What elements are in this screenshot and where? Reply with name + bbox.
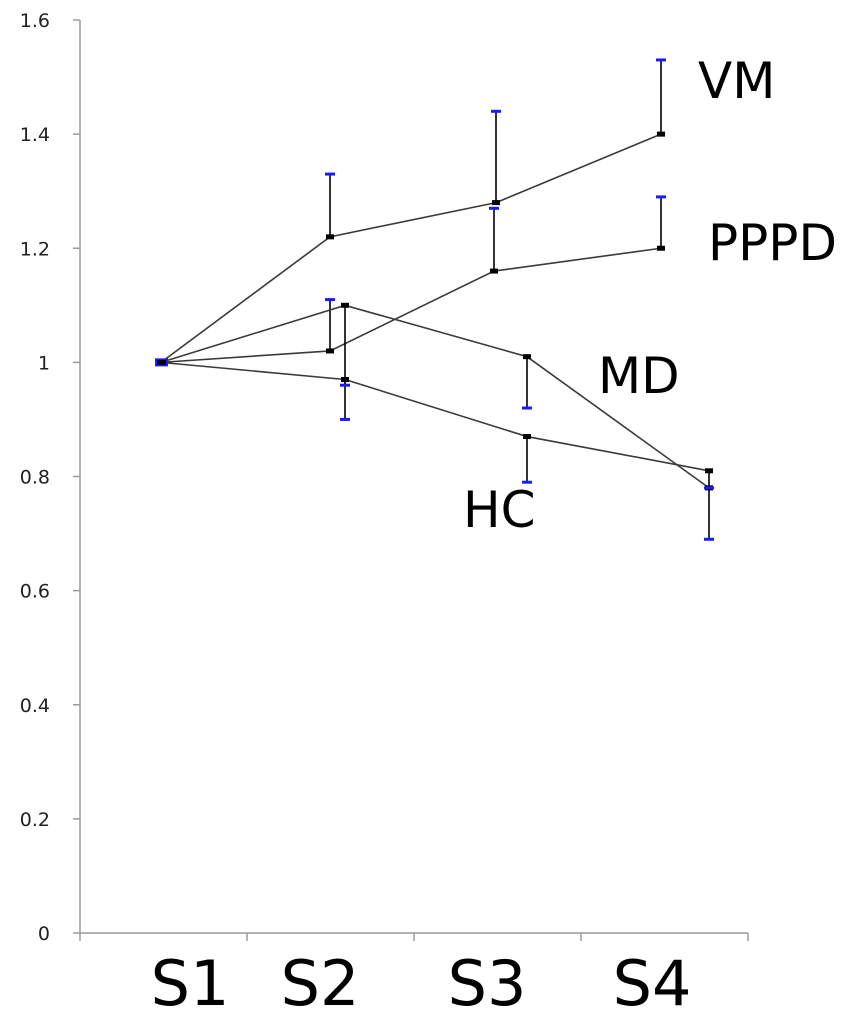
y-tick-label: 1	[38, 352, 50, 374]
series-label-vm: VM	[698, 52, 775, 110]
series-label-md: MD	[598, 347, 680, 405]
y-tick-label: 1.6	[20, 10, 50, 32]
y-tick-label: 0	[38, 923, 50, 945]
series-line	[160, 133, 662, 364]
chart-series	[155, 58, 714, 541]
y-tick-label: 0.8	[20, 467, 50, 489]
x-tick-label: S3	[448, 947, 527, 1013]
y-tick-label: 0.2	[20, 809, 50, 831]
x-tick-label: S4	[613, 947, 692, 1013]
chart-labels: VM PPPD MD HC	[463, 52, 837, 539]
series-md	[157, 302, 714, 541]
series-label-pppd: PPPD	[708, 214, 837, 272]
series-line	[160, 304, 710, 489]
series-label-hc: HC	[463, 481, 536, 539]
chart-axes: 0 0.2 0.4 0.6 0.8 1 1.2 1.4 1.6 S1 S2 S3 S4	[20, 10, 749, 1013]
y-tick-label: 1.2	[20, 238, 50, 260]
series-line	[160, 247, 662, 364]
series-line	[160, 361, 710, 472]
y-tick-label: 0.6	[20, 581, 50, 603]
series-vm	[157, 58, 666, 365]
y-tick-label: 0.4	[20, 695, 50, 717]
x-tick-label: S1	[151, 947, 230, 1013]
start-marker-core	[157, 359, 166, 365]
y-tick-label: 1.4	[20, 124, 50, 146]
x-tick-label: S2	[281, 947, 360, 1013]
